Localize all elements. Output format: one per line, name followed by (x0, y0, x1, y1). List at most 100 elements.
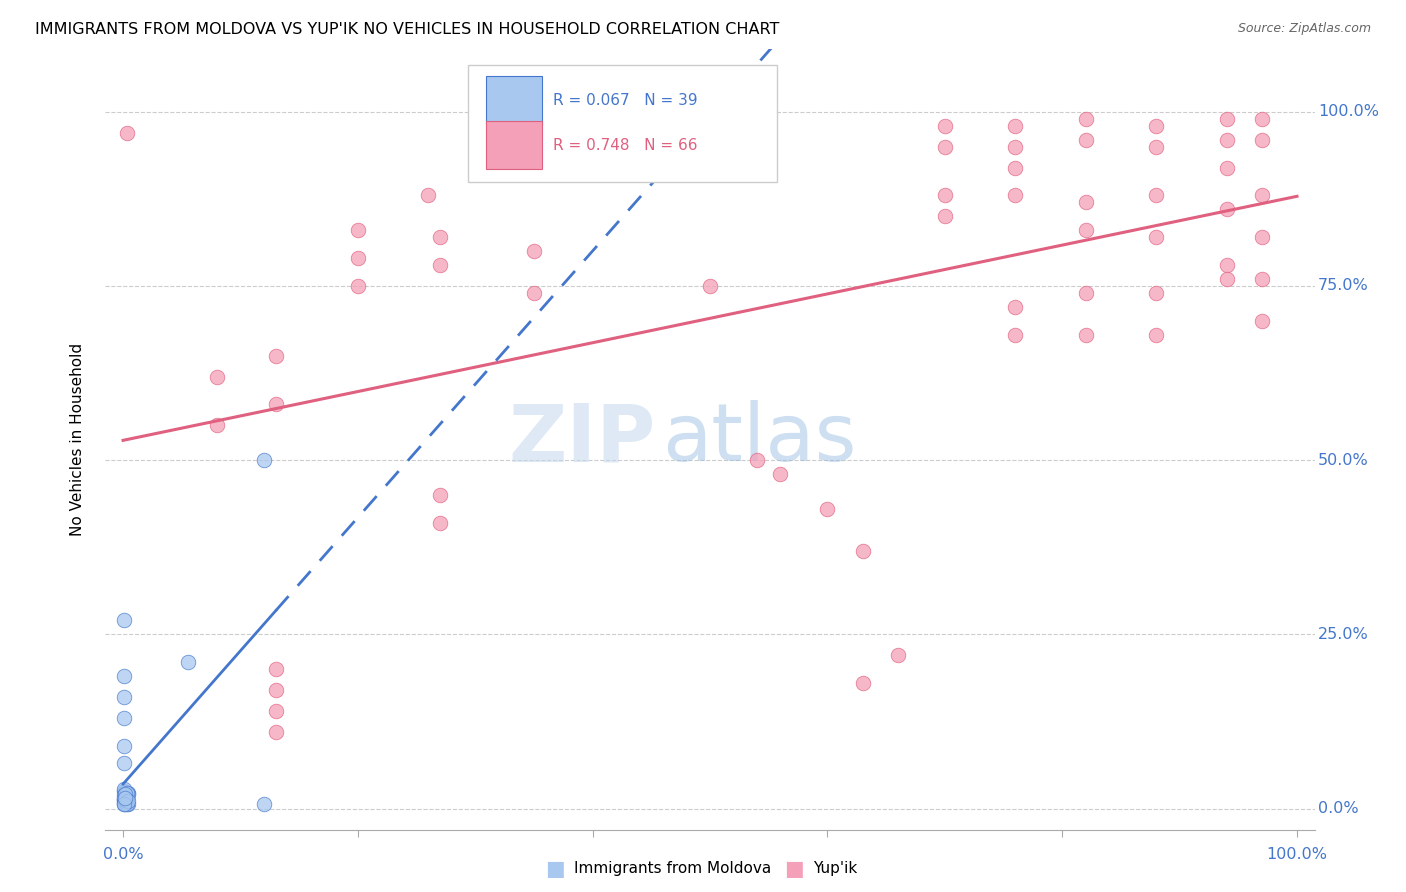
Point (934, 209, 956, 223)
Point (1004, 300, 1026, 314)
Text: ZIP: ZIP (509, 401, 655, 478)
Point (115, 786, 138, 800)
Point (1144, 327, 1167, 342)
Point (114, 790, 136, 805)
Point (1004, 327, 1026, 342)
Point (1250, 314, 1272, 328)
Point (205, 418, 228, 433)
Point (887, 648, 910, 663)
Point (115, 793, 138, 807)
Text: 25.0%: 25.0% (1319, 627, 1369, 642)
Point (429, 230, 451, 244)
Point (1144, 188, 1167, 202)
Point (205, 369, 228, 384)
Point (253, 797, 276, 812)
Point (114, 790, 136, 805)
Point (176, 655, 198, 669)
Point (1074, 285, 1097, 300)
Point (745, 453, 768, 467)
Text: 100.0%: 100.0% (1319, 104, 1379, 120)
Point (114, 796, 136, 810)
Point (1004, 161, 1026, 175)
Point (1074, 112, 1097, 126)
Point (510, 161, 533, 175)
Text: 75.0%: 75.0% (1319, 278, 1369, 293)
Point (114, 788, 136, 802)
Point (112, 782, 135, 797)
Point (347, 251, 370, 265)
Point (934, 119, 956, 133)
Point (112, 797, 135, 811)
Point (1004, 119, 1026, 133)
Point (1215, 258, 1237, 272)
Text: Source: ZipAtlas.com: Source: ZipAtlas.com (1237, 22, 1371, 36)
Point (114, 787, 136, 801)
FancyBboxPatch shape (486, 77, 541, 125)
Point (1074, 327, 1097, 342)
Point (112, 789, 135, 803)
Point (429, 488, 451, 502)
Point (112, 690, 135, 705)
Text: R = 0.748   N = 66: R = 0.748 N = 66 (553, 137, 697, 153)
Text: IMMIGRANTS FROM MOLDOVA VS YUP'IK NO VEHICLES IN HOUSEHOLD CORRELATION CHART: IMMIGRANTS FROM MOLDOVA VS YUP'IK NO VEH… (35, 22, 779, 37)
Text: R = 0.067   N = 39: R = 0.067 N = 39 (553, 93, 697, 108)
Point (264, 725, 287, 739)
Point (117, 787, 139, 801)
Point (1074, 195, 1097, 210)
Point (1215, 202, 1237, 217)
Point (112, 756, 135, 771)
Point (115, 791, 138, 805)
Point (117, 797, 139, 812)
Point (347, 279, 370, 293)
Point (114, 793, 136, 807)
Point (852, 676, 875, 690)
Point (1004, 139, 1026, 153)
Text: 0.0%: 0.0% (1319, 801, 1358, 816)
Point (675, 139, 697, 153)
Point (117, 794, 139, 808)
Point (1250, 112, 1272, 126)
Point (934, 188, 956, 202)
Point (1215, 112, 1237, 126)
Point (112, 797, 135, 811)
Point (510, 139, 533, 153)
Point (264, 704, 287, 718)
Point (114, 797, 136, 812)
Point (264, 683, 287, 698)
Point (418, 188, 440, 202)
Text: 100.0%: 100.0% (1267, 847, 1327, 862)
Point (264, 349, 287, 363)
Point (429, 516, 451, 530)
Point (347, 223, 370, 237)
Point (934, 139, 956, 153)
Point (675, 119, 697, 133)
Point (112, 711, 135, 725)
Text: Yup'ik: Yup'ik (813, 862, 856, 876)
Point (114, 794, 136, 808)
Point (1144, 119, 1167, 133)
Point (112, 614, 135, 628)
Point (1144, 139, 1167, 153)
Text: ■: ■ (785, 859, 804, 879)
Text: 0.0%: 0.0% (103, 847, 143, 862)
Point (112, 784, 135, 798)
Point (264, 397, 287, 411)
Point (1250, 230, 1272, 244)
Point (1004, 188, 1026, 202)
Text: 50.0%: 50.0% (1319, 453, 1369, 467)
FancyBboxPatch shape (468, 65, 776, 182)
Point (112, 790, 135, 805)
Y-axis label: No Vehicles in Household: No Vehicles in Household (70, 343, 84, 536)
Text: ■: ■ (546, 859, 565, 879)
Point (112, 795, 135, 809)
Point (1215, 133, 1237, 147)
Point (699, 279, 721, 293)
Point (115, 126, 138, 140)
Point (264, 662, 287, 676)
Point (253, 453, 276, 467)
Point (1215, 272, 1237, 286)
Point (852, 543, 875, 558)
Point (114, 789, 136, 803)
Point (115, 790, 138, 805)
Point (1074, 133, 1097, 147)
